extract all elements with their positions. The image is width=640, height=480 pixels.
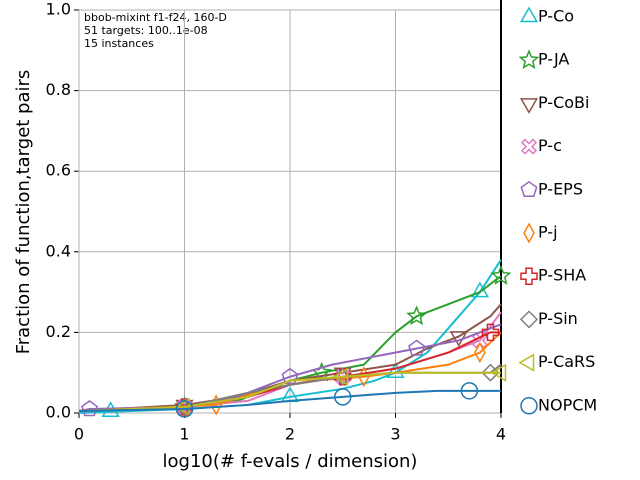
y-tick-label: 0.6	[46, 161, 71, 180]
legend-label: P-j	[538, 223, 558, 242]
legend-label: P-EPS	[538, 179, 583, 198]
marker	[406, 305, 428, 326]
marker	[174, 397, 190, 417]
x-tick-label: 0	[74, 425, 84, 444]
legend-marker	[519, 310, 539, 329]
y-tick-label: 0.2	[46, 322, 71, 341]
marker	[175, 398, 194, 416]
x-tick-label: 3	[390, 425, 400, 444]
y-axis-label: Fraction of function,target pairs	[13, 70, 34, 355]
marker	[81, 400, 99, 417]
y-tick-label: 0.4	[46, 241, 71, 260]
marker	[334, 388, 352, 406]
y-tick-label: 0.8	[46, 80, 71, 99]
x-tick-label: 1	[179, 425, 189, 444]
legend-label: P-Co	[538, 7, 574, 26]
annotation: 15 instances	[84, 37, 154, 50]
marker	[460, 382, 479, 400]
legend-label: P-SHA	[538, 266, 586, 285]
marker	[334, 367, 352, 386]
legend-label: NOPCM	[538, 395, 597, 414]
x-tick-label: 4	[496, 425, 506, 444]
series-line	[78, 371, 501, 412]
marker	[332, 367, 348, 386]
series-line	[78, 389, 501, 412]
legend-label: P-JA	[538, 50, 569, 69]
marker	[175, 400, 194, 418]
legend-marker	[518, 353, 535, 372]
legend-marker	[520, 180, 538, 198]
marker	[481, 323, 500, 342]
marker	[490, 363, 507, 382]
legend-label: P-CoBi	[538, 93, 589, 112]
legend-marker	[520, 138, 538, 155]
marker	[490, 265, 512, 285]
annotation: bbob-mixint f1-f24, 160-D	[84, 11, 227, 24]
marker	[386, 362, 405, 378]
y-tick-label: 0.0	[46, 403, 71, 422]
marker	[408, 339, 426, 356]
y-tick-label: 1.0	[46, 0, 71, 19]
legend-marker	[519, 6, 539, 23]
marker	[281, 367, 299, 384]
legend-marker	[520, 267, 538, 285]
legend-marker	[519, 98, 539, 114]
x-axis-label: log10(# f-evals / dimension)	[163, 451, 418, 472]
legend-label: P-c	[538, 136, 562, 155]
legend-marker	[518, 49, 540, 70]
annotation: 51 targets: 100..1e-08	[84, 24, 208, 37]
x-tick-label: 2	[285, 425, 295, 444]
legend-label: P-CaRS	[538, 352, 595, 371]
legend-label: P-Sin	[538, 309, 578, 328]
legend-marker	[523, 222, 535, 244]
marker	[334, 368, 351, 385]
legend-marker	[520, 397, 538, 415]
marker	[474, 342, 486, 364]
